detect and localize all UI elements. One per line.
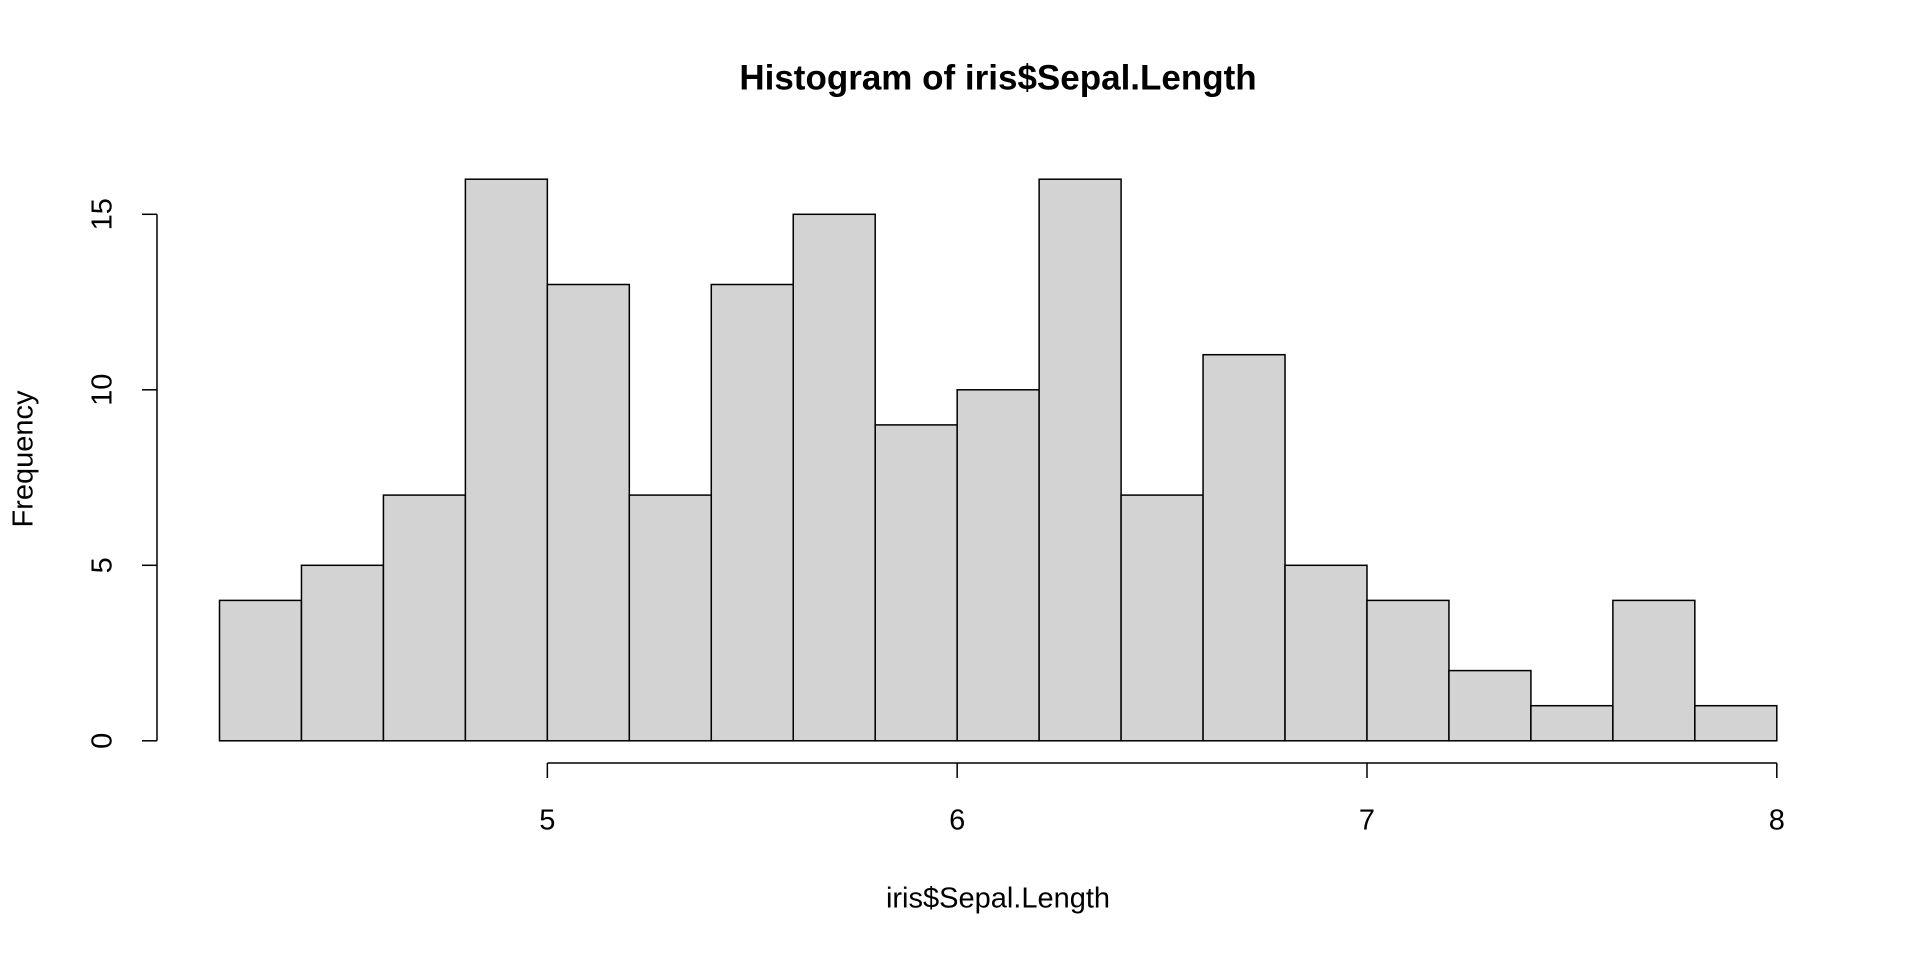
- x-tick-label: 5: [539, 805, 555, 837]
- bar: [300, 564, 385, 742]
- bar: [710, 283, 794, 742]
- x-tick-label: 6: [949, 805, 965, 837]
- bar: [218, 599, 303, 742]
- bar: [1448, 669, 1532, 742]
- x-axis-label: iris$Sepal.Length: [886, 883, 1110, 915]
- bar: [1530, 704, 1614, 742]
- chart-title: Histogram of iris$Sepal.Length: [739, 58, 1256, 97]
- bar: [464, 178, 549, 742]
- x-tick-label: 8: [1769, 805, 1785, 837]
- bar: [546, 283, 631, 742]
- x-tick-label: 7: [1359, 805, 1375, 837]
- y-axis-label: Frequency: [8, 390, 40, 528]
- bar: [1694, 704, 1778, 742]
- bar: [1366, 599, 1450, 742]
- bar: [1038, 178, 1122, 742]
- bar: [628, 494, 713, 742]
- y-tick-label: 15: [87, 198, 119, 230]
- bar: [956, 389, 1040, 742]
- y-tick-label: 10: [87, 374, 119, 406]
- bar: [1202, 353, 1286, 742]
- y-tick-label: 5: [87, 557, 119, 573]
- bar: [792, 213, 876, 742]
- y-tick-label: 0: [87, 733, 119, 749]
- bar: [874, 424, 958, 742]
- bar: [382, 494, 467, 742]
- bar: [1120, 494, 1204, 742]
- bar: [1612, 599, 1696, 742]
- bar: [1284, 564, 1368, 742]
